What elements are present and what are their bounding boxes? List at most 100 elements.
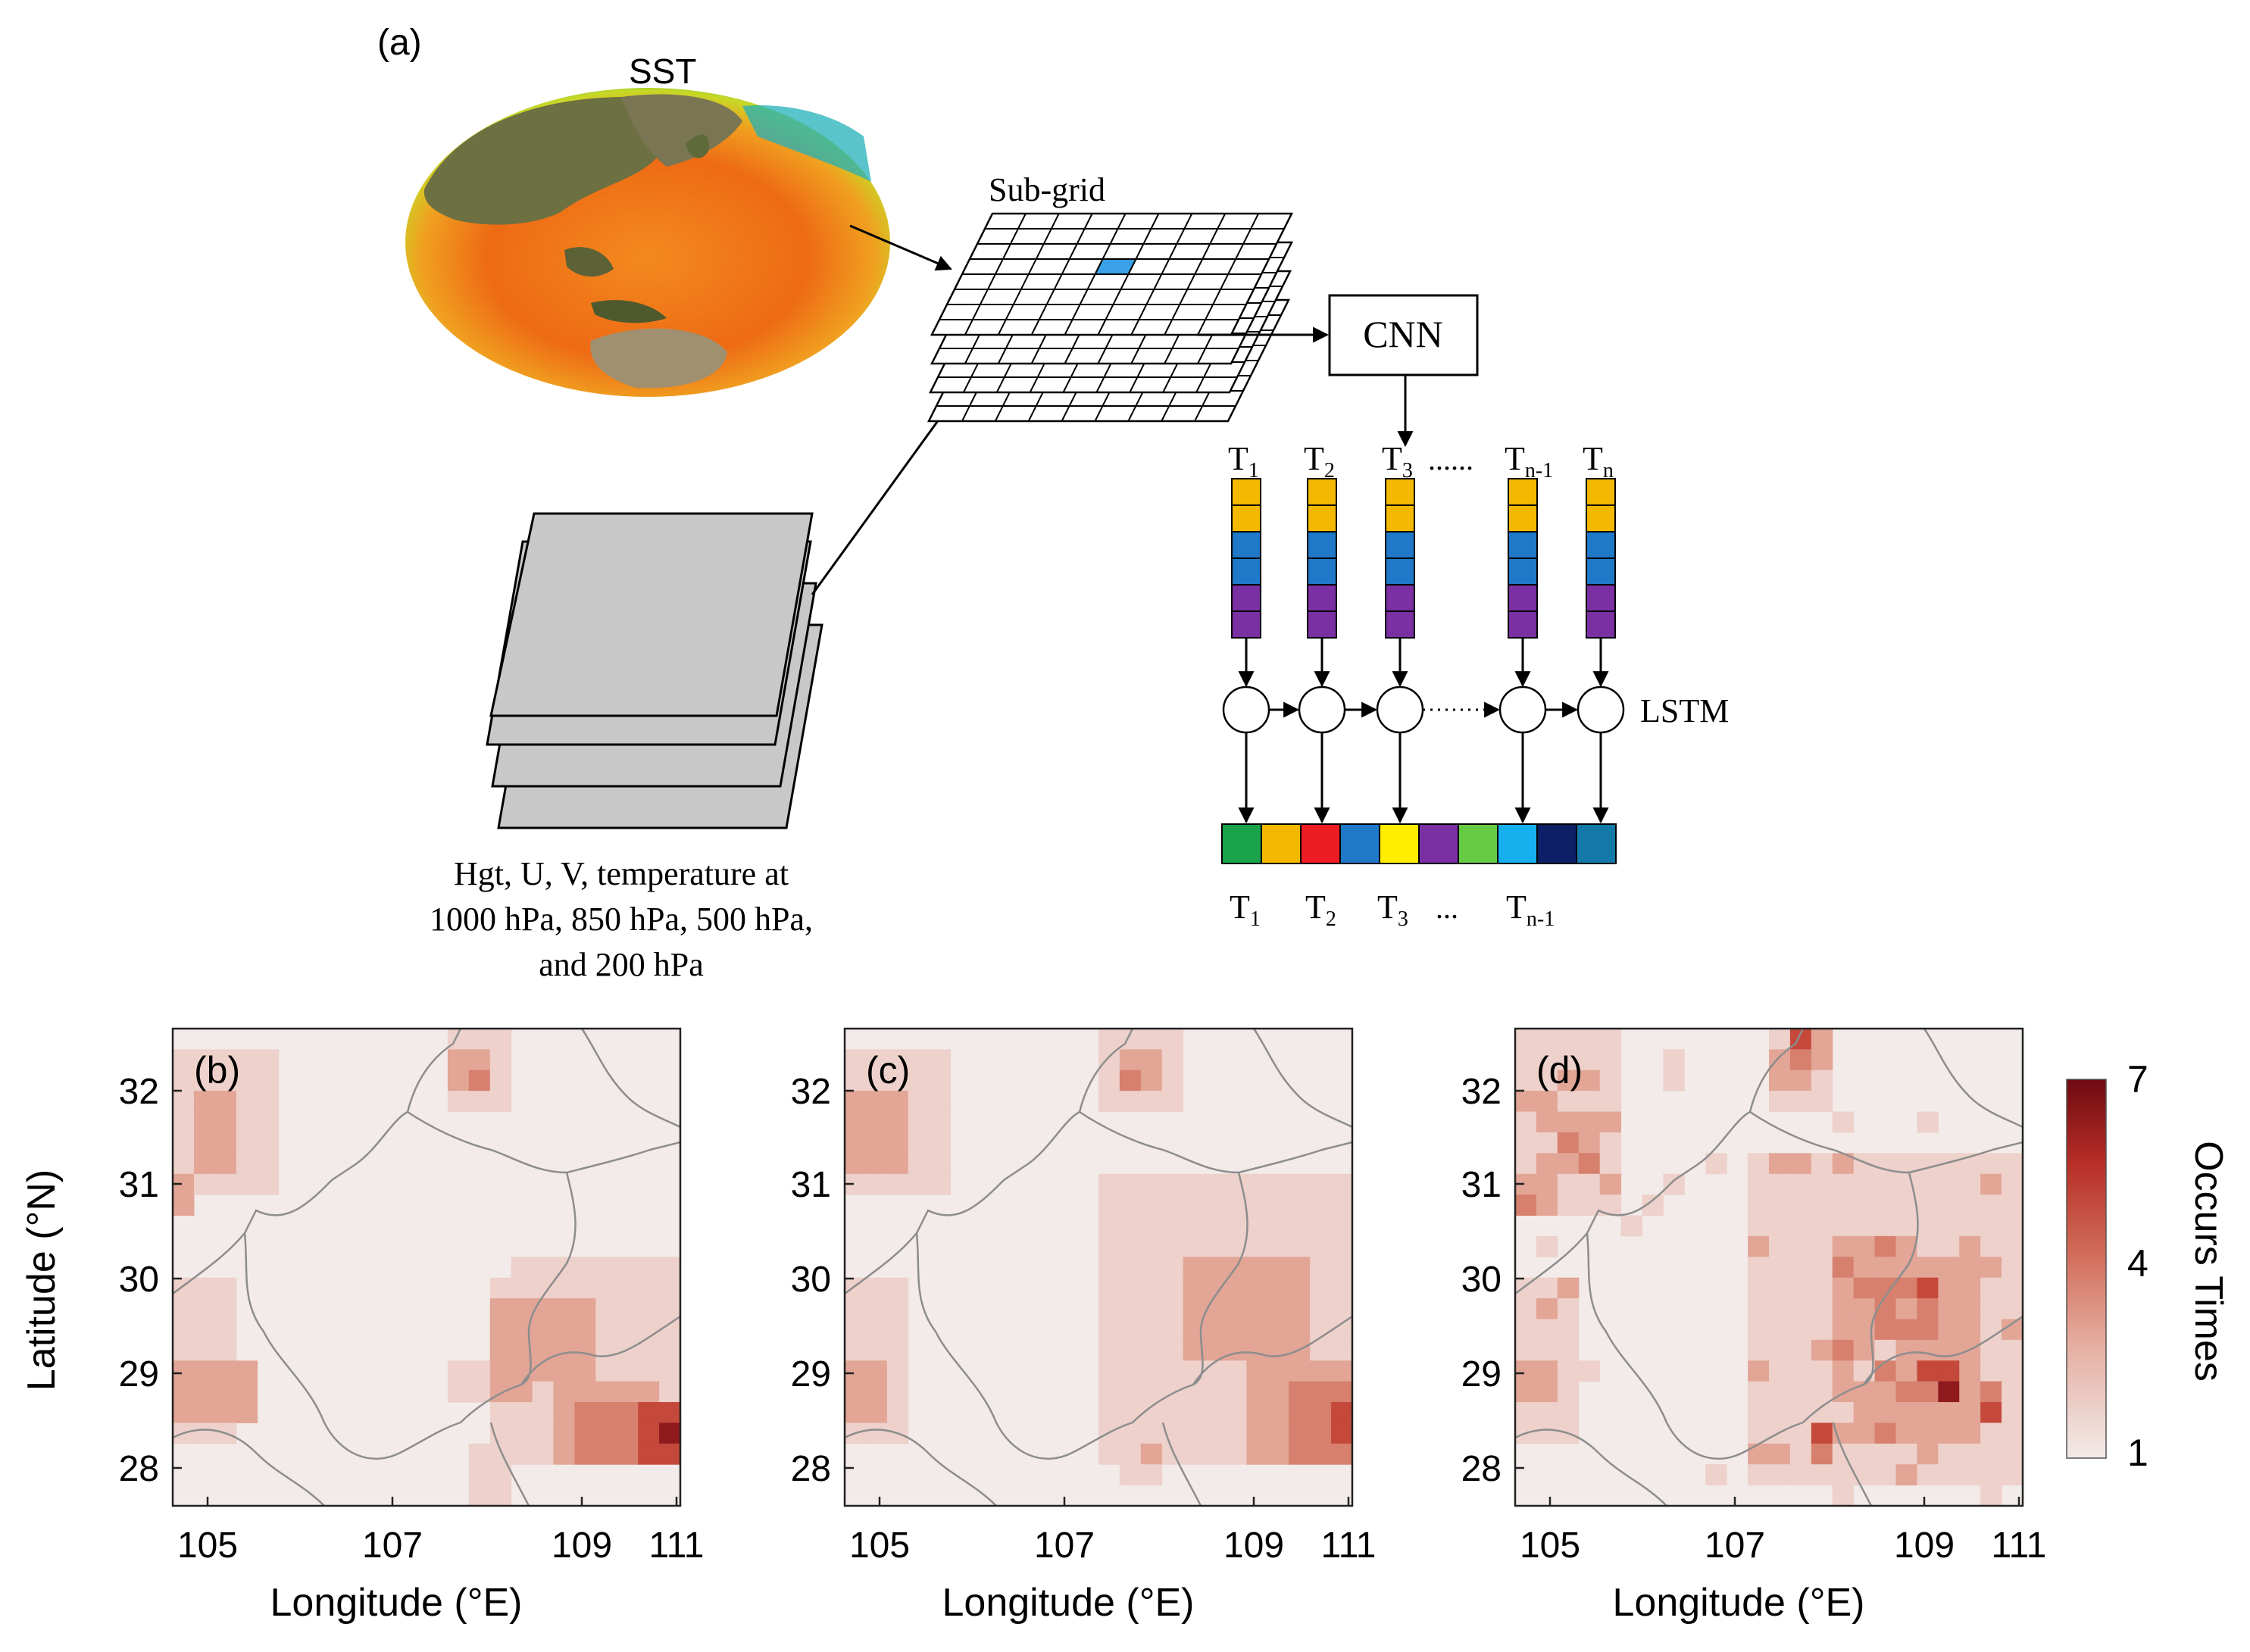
map-grid-cell	[638, 1402, 660, 1423]
colorbar	[2066, 1079, 2107, 1459]
map-grid-cell	[511, 1402, 533, 1423]
map-grid-cell	[638, 1257, 660, 1279]
map-grid-cell	[1917, 1194, 1939, 1216]
feature-vector-cell	[1231, 584, 1261, 612]
map-grid-cell	[1832, 1360, 1855, 1382]
map-grid-cell	[1246, 1194, 1268, 1216]
map-grid-cell	[1748, 1277, 1770, 1299]
map-grid-cell	[1515, 1319, 1537, 1341]
map-grid-cell	[865, 1319, 888, 1341]
map-grid-cell	[1917, 1381, 1939, 1403]
map-frame	[171, 1027, 682, 1507]
map-grid-cell	[1183, 1215, 1205, 1237]
map-grid-cell	[886, 1153, 909, 1175]
map-grid-cell	[1246, 1443, 1268, 1465]
map-grid-cell	[1832, 1215, 1855, 1237]
map-grid-cell	[865, 1298, 888, 1319]
map-grid-cell	[173, 1298, 195, 1319]
map-grid-cell	[1789, 1215, 1812, 1237]
map-grid-cell	[1557, 1381, 1580, 1403]
subgrid-highlight-cell	[1093, 258, 1138, 275]
lstm-diagram: T1 T2 T3 Tn-1 Tn...... T1 T2 T3 Tn-1...	[1221, 440, 1625, 931]
map-grid-cell	[1874, 1235, 1896, 1257]
map-grid-cell	[447, 1360, 470, 1382]
map-grid-cell	[1140, 1422, 1163, 1444]
map-grid-cell	[1119, 1298, 1142, 1319]
map-grid-cell	[1515, 1049, 1537, 1071]
map-grid-cell	[1515, 1070, 1537, 1091]
map-grid-cell	[1161, 1235, 1184, 1257]
map-grid-cell	[574, 1319, 596, 1341]
map-grid-cell	[1832, 1402, 1855, 1423]
map-grid-cell	[447, 1091, 470, 1113]
output-vector-cell	[1300, 823, 1341, 864]
map-grid-cell	[617, 1298, 639, 1319]
map-grid-cell	[1225, 1215, 1247, 1237]
y-tick-label: 31	[119, 1165, 159, 1205]
map-grid-cell	[1663, 1173, 1685, 1195]
output-vector-cell	[1497, 823, 1538, 864]
map-grid-cell	[1140, 1235, 1163, 1257]
map-grid-cell	[1959, 1464, 1981, 1486]
map-grid-cell	[1853, 1298, 1876, 1319]
map-grid-cell	[1331, 1422, 1353, 1444]
map-grid-cell	[173, 1153, 195, 1175]
map-grid-cell	[1938, 1277, 1960, 1299]
map-grid-cell	[553, 1443, 575, 1465]
map-grid-cell	[257, 1153, 280, 1175]
map-grid-cell	[1874, 1173, 1896, 1195]
map-grid-cell	[1225, 1319, 1247, 1341]
feature-vector-cell	[1385, 531, 1415, 559]
map-grid-cell	[1140, 1070, 1163, 1091]
map-grid-cell	[1536, 1091, 1558, 1113]
map-grid-cell	[257, 1070, 280, 1091]
map-grid-cell	[1789, 1360, 1812, 1382]
map-grid-cell	[865, 1049, 888, 1071]
map-grid-cell	[1119, 1091, 1142, 1113]
map-grid-cell	[1267, 1277, 1289, 1299]
map-grid-cell	[1098, 1402, 1120, 1423]
map-grid-cell	[908, 1070, 930, 1091]
map-grid-cell	[886, 1173, 909, 1195]
map-grid-cell	[659, 1402, 681, 1423]
map-grid-cell	[173, 1049, 195, 1071]
map-grid-cell	[1663, 1049, 1685, 1071]
map-panel: (c) 105 107 109 111 Longitude (°E) 32 31 30 29 28	[791, 1027, 1376, 1625]
feature-vector-cell	[1307, 478, 1337, 506]
map-grid-cell	[1917, 1153, 1939, 1175]
map-grid-cell	[845, 1319, 867, 1341]
map-grid-cell	[1161, 1029, 1184, 1050]
map-grid-cell	[236, 1153, 258, 1175]
input-caption-line3: and 200 hPa	[539, 946, 704, 983]
map-grid-cell	[193, 1277, 216, 1299]
map-grid-cell	[1980, 1360, 2002, 1382]
map-grid-cell	[2002, 1153, 2023, 1175]
map-grid-cell	[1853, 1235, 1876, 1257]
map-grid-cell	[1098, 1049, 1120, 1071]
map-grid-cell	[1557, 1070, 1580, 1091]
province-border	[407, 1110, 681, 1174]
map-grid-cell	[574, 1422, 596, 1444]
map-grid-cell	[1536, 1360, 1558, 1382]
map-grid-cell	[173, 1111, 195, 1133]
map-grid-cell	[574, 1381, 596, 1403]
map-grid-cell	[1119, 1235, 1142, 1257]
map-grid-cell	[214, 1319, 237, 1341]
map-grid-cell	[1225, 1381, 1247, 1403]
map-grid-cell	[595, 1298, 617, 1319]
map-grid-cell	[553, 1298, 575, 1319]
map-grid-cell	[1874, 1422, 1896, 1444]
map-grid-cell	[886, 1091, 909, 1113]
map-grid-cell	[865, 1422, 888, 1444]
map-grid-cell	[617, 1422, 639, 1444]
map-grid-cell	[257, 1173, 280, 1195]
sequence-step-label: Tn-1	[1505, 440, 1553, 482]
map-panel-label: (b)	[194, 1049, 240, 1091]
map-grid-cell	[1980, 1339, 2002, 1361]
map-grid-cell	[1204, 1360, 1226, 1382]
map-grid-cell	[595, 1257, 617, 1279]
map-grid-cell	[1980, 1153, 2002, 1175]
map-grid-cell	[659, 1422, 681, 1444]
map-grid-cell	[257, 1091, 280, 1113]
map-grid-cell	[1267, 1381, 1289, 1403]
